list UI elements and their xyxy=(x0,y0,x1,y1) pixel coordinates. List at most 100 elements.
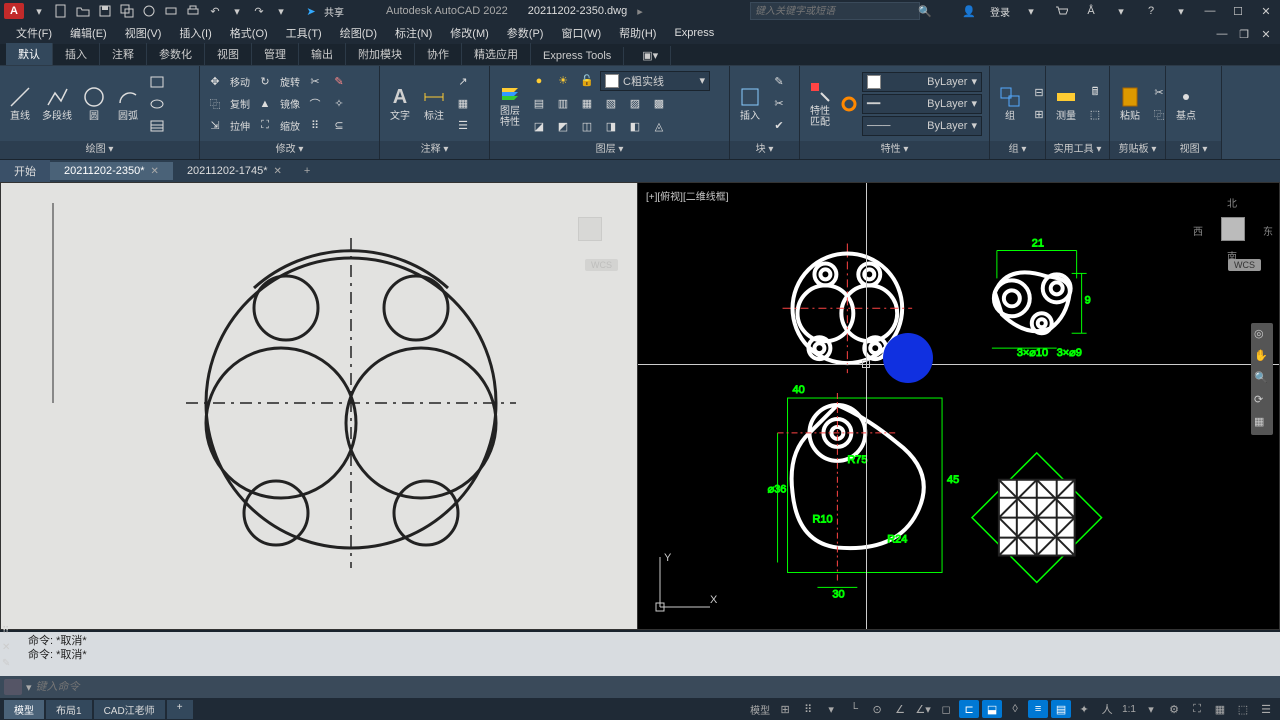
panel-props-title[interactable]: 特性 ▾ xyxy=(800,141,989,159)
viewcube-face[interactable] xyxy=(1221,217,1245,241)
panel-layers-title[interactable]: 图层 ▾ xyxy=(490,141,729,159)
sb-hw-icon[interactable]: ▦ xyxy=(1210,700,1230,718)
minimize-button[interactable]: — xyxy=(1200,3,1220,19)
layer-mch-icon[interactable]: ▨ xyxy=(624,94,646,114)
color-wheel-icon[interactable] xyxy=(838,94,860,114)
doc-restore-button[interactable]: ❐ xyxy=(1234,26,1254,42)
layer-c-icon[interactable]: ◫ xyxy=(576,117,598,137)
sb-snap-icon[interactable]: ⠿ xyxy=(798,700,818,718)
ellipse-icon[interactable] xyxy=(146,94,168,114)
copy-button[interactable]: 复制 xyxy=(228,96,252,111)
mtext-icon[interactable]: ☰ xyxy=(452,116,474,136)
plot-icon[interactable] xyxy=(162,2,180,20)
arc-button[interactable]: 圆弧 xyxy=(112,83,144,124)
doctab-other[interactable]: 20211202-1745*✕ xyxy=(173,162,296,180)
block-attr-icon[interactable]: ✔ xyxy=(768,116,790,136)
scale-icon[interactable]: ⛶ xyxy=(254,116,276,136)
menu-tools[interactable]: 工具(T) xyxy=(278,23,330,43)
new-icon[interactable]: ▾ xyxy=(30,2,48,20)
undo-icon[interactable]: ↶ xyxy=(206,2,224,20)
user-icon[interactable]: 👤 xyxy=(960,2,978,20)
ribbon-tab-output[interactable]: 输出 xyxy=(299,43,346,65)
nav-wheel-icon[interactable]: ◎ xyxy=(1254,327,1270,343)
layer-freeze-icon[interactable]: ☀ xyxy=(552,71,574,91)
layout2-tab[interactable]: CAD江老师 xyxy=(94,700,165,719)
polyline-button[interactable]: 多段线 xyxy=(38,83,76,124)
app-drop-icon[interactable]: ▾ xyxy=(1112,2,1130,20)
panel-util-title[interactable]: 实用工具 ▾ xyxy=(1046,141,1109,159)
nav-pan-icon[interactable]: ✋ xyxy=(1254,349,1270,365)
qat-dropdown-icon[interactable]: ▸ xyxy=(637,5,643,18)
paste-button[interactable]: 粘贴 xyxy=(1114,83,1146,124)
layer-lck-icon[interactable]: ▧ xyxy=(600,94,622,114)
panel-annot-title[interactable]: 注释 ▾ xyxy=(380,141,489,159)
panel-clip-title[interactable]: 剪贴板 ▾ xyxy=(1110,141,1165,159)
measure-button[interactable]: 测量 xyxy=(1050,83,1082,124)
layer-bulb-icon[interactable]: ● xyxy=(528,71,550,91)
select-icon[interactable]: ⬚ xyxy=(1084,105,1106,125)
menu-draw[interactable]: 绘图(D) xyxy=(332,23,385,43)
menu-view[interactable]: 视图(V) xyxy=(117,23,170,43)
viewport-left[interactable]: WCS xyxy=(0,182,637,630)
viewcube-right[interactable]: 北 西 东 南 xyxy=(1203,199,1263,259)
search-input[interactable] xyxy=(750,2,920,20)
hatch-icon[interactable] xyxy=(146,116,168,136)
ribbon-tab-express[interactable]: Express Tools xyxy=(531,47,624,65)
move-icon[interactable]: ✥ xyxy=(204,72,226,92)
layout-add-button[interactable]: + xyxy=(167,700,193,719)
menu-insert[interactable]: 插入(I) xyxy=(171,23,219,43)
search-go-icon[interactable]: 🔍 xyxy=(916,2,934,20)
doctab-start[interactable]: 开始 xyxy=(0,160,50,182)
layer-iso-icon[interactable]: ▤ xyxy=(528,94,550,114)
ribbon-collapse-icon[interactable]: ▣▾ xyxy=(630,46,671,65)
layer-lock-icon[interactable]: 🔓 xyxy=(576,71,598,91)
layer-frz-icon[interactable]: ▦ xyxy=(576,94,598,114)
maximize-button[interactable]: ☐ xyxy=(1228,3,1248,19)
sb-otrack-icon[interactable]: ∠▾ xyxy=(913,700,933,718)
doc-close-button[interactable]: ✕ xyxy=(1256,26,1276,42)
menu-modify[interactable]: 修改(M) xyxy=(442,23,497,43)
sb-custom-icon[interactable]: ☰ xyxy=(1256,700,1276,718)
layer-f-icon[interactable]: ◬ xyxy=(648,117,670,137)
help-drop-icon[interactable]: ▾ xyxy=(1172,2,1190,20)
block-create-icon[interactable]: ✎ xyxy=(768,72,790,92)
panel-base-title[interactable]: 视图 ▾ xyxy=(1166,141,1221,159)
print-icon[interactable] xyxy=(184,2,202,20)
layer-prv-icon[interactable]: ▩ xyxy=(648,94,670,114)
command-input[interactable] xyxy=(36,681,1276,693)
color-combo[interactable]: ByLayer▾ xyxy=(862,72,982,92)
viewcube-east[interactable]: 东 xyxy=(1263,223,1273,238)
sb-anno-icon[interactable]: 人 xyxy=(1097,700,1117,718)
fillet-icon[interactable]: ⌒ xyxy=(304,94,326,114)
doctab-add-button[interactable]: + xyxy=(296,163,318,179)
nav-zoom-icon[interactable]: 🔍 xyxy=(1254,371,1270,387)
panel-block-title[interactable]: 块 ▾ xyxy=(730,141,799,159)
sb-grid-icon[interactable]: ⊞ xyxy=(775,700,795,718)
share-label[interactable]: 共享 xyxy=(322,4,346,19)
sb-qp-icon[interactable]: ≡ xyxy=(1028,700,1048,718)
leader-icon[interactable]: ↗ xyxy=(452,72,474,92)
sb-sc-icon[interactable]: ▤ xyxy=(1051,700,1071,718)
panel-draw-title[interactable]: 绘图 ▾ xyxy=(0,141,199,159)
lineweight-combo[interactable]: ━━ByLayer▾ xyxy=(862,94,982,114)
calc-icon[interactable]: 🖩 xyxy=(1084,83,1106,103)
panel-modify-title[interactable]: 修改 ▾ xyxy=(200,141,379,159)
app-store-icon[interactable]: Å xyxy=(1082,2,1100,20)
menu-format[interactable]: 格式(O) xyxy=(222,23,276,43)
ribbon-tab-collab[interactable]: 协作 xyxy=(415,43,462,65)
sb-gear-icon[interactable]: ⚙ xyxy=(1164,700,1184,718)
cmd-wrench-icon[interactable]: ✎ xyxy=(2,658,20,672)
layer-b-icon[interactable]: ◩ xyxy=(552,117,574,137)
sb-scale-label[interactable]: 1:1 xyxy=(1120,704,1138,715)
layer-off-icon[interactable]: ▥ xyxy=(552,94,574,114)
match-props-button[interactable]: 特性 匹配 xyxy=(804,78,836,130)
ribbon-tab-default[interactable]: 默认 xyxy=(6,43,53,65)
erase-icon[interactable]: ✎ xyxy=(328,72,350,92)
group-button[interactable]: 组 xyxy=(994,83,1026,124)
sb-dyn-icon[interactable]: ⊏ xyxy=(959,700,979,718)
cmd-dropdown-icon[interactable]: ▾ xyxy=(26,681,32,694)
viewport-right[interactable]: [+][俯视][二维线框] xyxy=(637,182,1280,630)
layer-d-icon[interactable]: ◨ xyxy=(600,117,622,137)
undo-drop-icon[interactable]: ▾ xyxy=(228,2,246,20)
web-icon[interactable] xyxy=(140,2,158,20)
